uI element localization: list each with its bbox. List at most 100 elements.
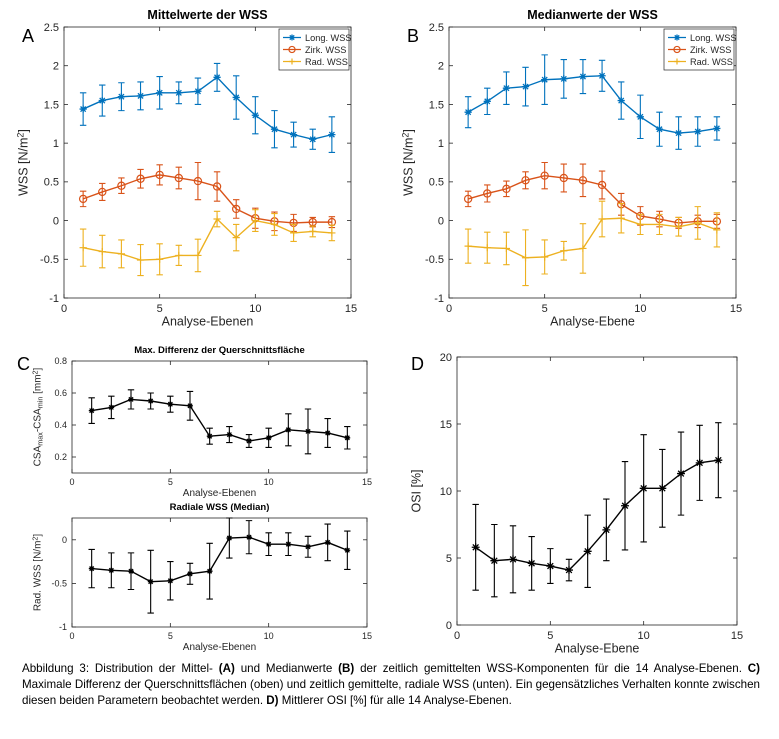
plus-marker — [694, 219, 702, 227]
plus-marker — [290, 229, 298, 237]
y-tick-label: 1 — [53, 138, 59, 150]
star-marker — [285, 541, 292, 548]
x-axis-label: Analyse-Ebene — [550, 315, 635, 329]
y-axis-label: WSS [N/m2] — [401, 129, 416, 196]
figure-caption: Abbildung 3: Distribution der Mittel- (A… — [22, 661, 760, 708]
circle-marker — [483, 189, 492, 198]
x-tick-label: 10 — [638, 630, 650, 642]
star-marker — [471, 543, 480, 552]
star-marker — [79, 105, 87, 113]
star-marker — [655, 125, 664, 133]
series-3 — [79, 209, 336, 277]
plus-marker — [136, 256, 145, 264]
star-marker — [265, 434, 272, 441]
star-marker — [324, 430, 331, 436]
plus-marker — [673, 58, 681, 65]
error-bar — [156, 164, 163, 186]
panel-letter: A — [22, 26, 34, 46]
plot-area — [448, 26, 737, 299]
star-marker — [251, 111, 259, 119]
y-tick-label: 20 — [440, 352, 452, 364]
y-tick-label: 1.5 — [429, 99, 444, 111]
plus-marker — [483, 244, 491, 252]
star-marker — [344, 434, 351, 441]
x-tick-label: 0 — [69, 477, 74, 487]
panel-letter: D — [411, 354, 424, 374]
error-bar — [522, 171, 529, 190]
y-tick-label: 1.5 — [44, 99, 59, 111]
star-marker — [246, 438, 252, 444]
plus-marker — [251, 216, 259, 225]
star-marker — [713, 124, 721, 133]
star-marker — [194, 87, 202, 95]
legend-label: Rad. WSS — [690, 57, 733, 67]
star-marker — [560, 75, 568, 83]
x-tick-label: 0 — [454, 630, 460, 642]
star-marker — [527, 559, 536, 568]
star-marker — [128, 396, 134, 403]
circle-marker — [174, 173, 183, 183]
star-marker — [565, 566, 573, 575]
star-marker — [309, 135, 317, 143]
star-marker — [695, 458, 704, 467]
y-tick-label: 0.4 — [54, 420, 67, 430]
y-tick-label: 0 — [53, 215, 59, 227]
error-bar — [79, 190, 87, 208]
legend-label: Long. WSS — [690, 33, 736, 43]
y-tick-label: -1 — [434, 293, 444, 305]
plus-marker — [675, 223, 683, 231]
star-marker — [583, 547, 592, 556]
y-tick-label: 0 — [446, 620, 452, 632]
star-marker — [156, 89, 164, 97]
star-marker — [226, 431, 233, 438]
y-tick-label: 1 — [438, 138, 444, 150]
caption-text-2: und Medianwerte — [234, 662, 339, 675]
series-1 — [471, 422, 723, 598]
plus-marker — [194, 251, 202, 260]
x-axis-label: Analyse-Ebenen — [183, 642, 256, 653]
series-1 — [79, 62, 336, 153]
series-line — [82, 217, 332, 261]
circle-marker — [193, 176, 203, 186]
y-tick-label: 2 — [438, 61, 444, 73]
error-bar — [213, 171, 221, 202]
star-marker — [509, 555, 517, 564]
y-tick-label: 15 — [440, 419, 452, 431]
star-marker — [288, 34, 296, 41]
x-tick-label: 5 — [168, 631, 173, 641]
star-marker — [673, 34, 681, 41]
error-bar — [118, 177, 125, 195]
star-marker — [226, 535, 233, 541]
x-tick-label: 15 — [362, 631, 372, 641]
plus-marker — [156, 255, 164, 263]
error-bar — [598, 170, 606, 200]
y-tick-label: -0.5 — [51, 579, 67, 589]
y-tick-label: 2.5 — [44, 22, 59, 34]
star-marker — [147, 398, 154, 404]
chart-panel-3: 0 5 10 15 0.2 0.4 0.6 0.8 Max. Differenz der Que… — [17, 345, 372, 499]
circle-marker — [231, 204, 241, 214]
star-marker — [658, 484, 667, 493]
y-tick-label: 0.8 — [54, 356, 67, 366]
y-tick-label: 2.5 — [429, 22, 444, 34]
star-marker — [187, 402, 193, 409]
chart-panel-1: 0 5 10 15 -1 -0.5 0 0.5 1 1.5 2 2.5 Mittelwerte der … — [16, 8, 357, 329]
star-marker — [598, 72, 606, 80]
y-tick-label: 0.6 — [54, 388, 67, 398]
chart-panel-5: 0 5 10 15 0 5 10 15 20 Analyse-Ebene OSI [%] D — [410, 352, 744, 656]
star-marker — [502, 84, 510, 92]
star-marker — [206, 433, 213, 440]
star-marker — [108, 404, 115, 411]
x-tick-label: 10 — [264, 631, 274, 641]
plus-marker — [232, 234, 240, 242]
x-tick-label: 10 — [249, 303, 261, 315]
plus-marker — [598, 215, 606, 223]
legend: Long. WSS Zirk. WSS Rad. WSS — [663, 28, 736, 71]
circle-marker — [540, 171, 549, 180]
plot-area — [71, 360, 368, 474]
plus-marker — [636, 220, 644, 229]
y-tick-label: 0.2 — [54, 452, 67, 462]
star-marker — [602, 525, 611, 534]
error-bar — [503, 180, 510, 198]
star-marker — [714, 456, 723, 465]
